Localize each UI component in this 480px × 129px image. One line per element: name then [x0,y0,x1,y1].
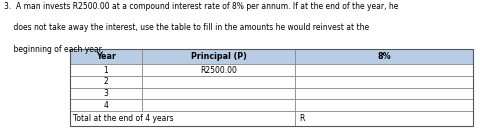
Text: R2500.00: R2500.00 [200,66,237,75]
Text: 1: 1 [104,66,108,75]
Bar [70,88,142,99]
Bar [70,49,473,126]
Bar [70,64,142,76]
Text: Year: Year [96,52,116,61]
Text: 4: 4 [104,101,108,110]
Text: 3.  A man invests R2500.00 at a compound interest rate of 8% per annum. If at th: 3. A man invests R2500.00 at a compound … [4,2,398,11]
Text: 8%: 8% [377,52,391,61]
Bar [70,99,142,111]
Text: 2: 2 [104,77,108,86]
Text: Principal (P): Principal (P) [191,52,247,61]
Bar [142,88,295,99]
Text: does not take away the interest, use the table to fill in the amounts he would r: does not take away the interest, use the… [4,23,369,32]
Bar [70,76,142,88]
Text: 3: 3 [104,89,108,98]
Bar [295,76,473,88]
Text: R: R [299,114,305,123]
Bar [295,111,473,126]
Bar [142,64,295,76]
Bar [295,99,473,111]
Bar [142,76,295,88]
Bar [70,111,295,126]
Bar [295,64,473,76]
Bar [142,99,295,111]
Bar [142,49,295,64]
Text: beginning of each year.: beginning of each year. [4,45,103,54]
Text: Total at the end of 4 years: Total at the end of 4 years [73,114,174,123]
Bar [295,49,473,64]
Bar [70,49,142,64]
Bar [295,88,473,99]
